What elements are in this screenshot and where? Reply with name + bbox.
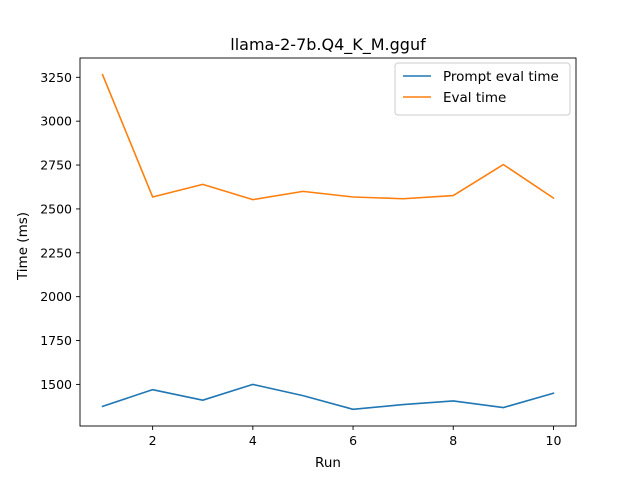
y-tick-label: 1750 bbox=[40, 333, 72, 348]
x-tick-label: 4 bbox=[249, 433, 257, 448]
x-tick-label: 10 bbox=[546, 433, 562, 448]
y-tick-label: 2000 bbox=[40, 289, 72, 304]
x-tick-label: 2 bbox=[149, 433, 157, 448]
y-tick-label: 2750 bbox=[40, 158, 72, 173]
legend-box bbox=[394, 62, 571, 116]
y-axis-label: Time (ms) bbox=[15, 212, 31, 281]
series-line-1 bbox=[101, 73, 555, 201]
axes-frame bbox=[79, 57, 577, 427]
x-tick-label: 6 bbox=[349, 433, 357, 448]
y-tick-label: 2500 bbox=[40, 201, 72, 216]
chart-title: llama-2-7b.Q4_K_M.gguf bbox=[230, 35, 426, 55]
legend: Prompt eval time Eval time bbox=[394, 62, 571, 116]
series-line-0 bbox=[101, 383, 555, 411]
y-tick-label: 2250 bbox=[40, 245, 72, 260]
y-tick-label: 3250 bbox=[40, 70, 72, 85]
x-tick-label: 8 bbox=[449, 433, 457, 448]
y-tick-label: 1500 bbox=[40, 377, 72, 392]
plot-area: 2 4 6 8 10 1500 1750 2000 2250 2500 2750 3000 3250 bbox=[40, 57, 577, 448]
legend-label-0: Prompt eval time bbox=[443, 69, 559, 85]
y-tick-label: 3000 bbox=[40, 114, 72, 129]
legend-label-1: Eval time bbox=[443, 90, 506, 106]
x-axis-label: Run bbox=[315, 455, 341, 471]
